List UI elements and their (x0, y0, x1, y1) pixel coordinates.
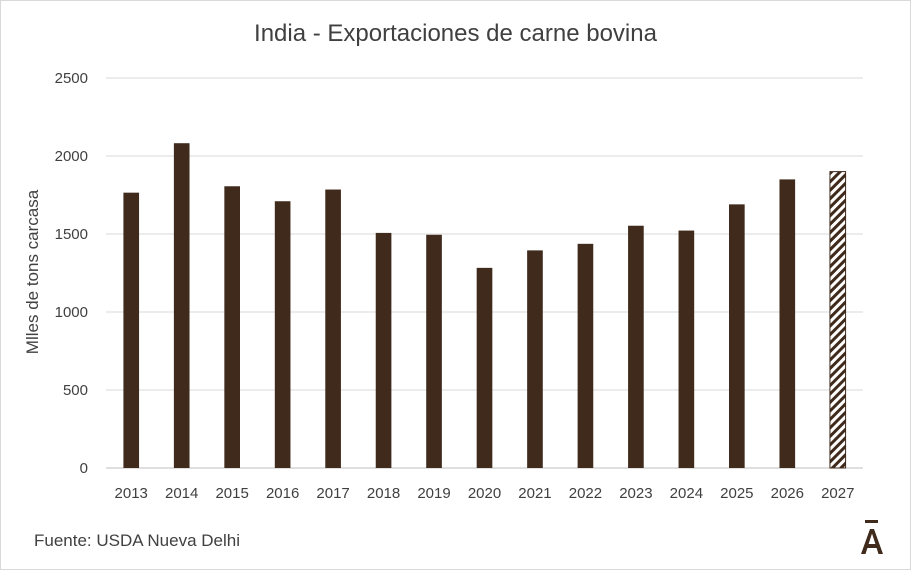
chart-title: India - Exportaciones de carne bovina (254, 20, 657, 47)
logo-letter-a (861, 529, 883, 554)
bar-2013 (123, 192, 140, 468)
y-tick-label: 500 (63, 382, 88, 399)
x-tick-label: 2017 (316, 485, 349, 502)
bar-2017 (325, 189, 341, 469)
y-tick-label: 0 (80, 460, 88, 477)
brand-logo (861, 520, 883, 554)
x-tick-label: 2023 (619, 485, 652, 502)
y-tick-labels: 0 500 1000 1500 2000 2500 (55, 70, 88, 477)
y-tick-label: 1000 (55, 304, 88, 321)
x-tick-label: 2014 (165, 485, 198, 502)
x-tick-label: 2016 (266, 485, 299, 502)
bar-2014 (173, 143, 190, 468)
logo-macron (865, 520, 878, 523)
bar-2023 (628, 225, 644, 468)
x-tick-label: 2019 (417, 485, 450, 502)
x-tick-label: 2026 (771, 485, 804, 502)
x-tick-label: 2024 (670, 485, 703, 502)
x-tick-label: 2015 (215, 485, 248, 502)
bar-2018 (375, 232, 392, 468)
bar-2024 (678, 230, 695, 468)
bar-2015 (224, 186, 240, 468)
bar-2019 (426, 234, 442, 468)
bar-2016 (274, 201, 291, 469)
bar-2021 (527, 250, 543, 468)
x-tick-label: 2018 (367, 485, 400, 502)
bar-2022 (577, 243, 594, 468)
bar-2025 (729, 204, 745, 469)
x-tick-labels: 2013 2014 2015 2016 2017 2018 2019 2020 2021 2022… (115, 485, 855, 502)
bars (123, 143, 847, 469)
source-note: Fuente: USDA Nueva Delhi (34, 531, 240, 550)
x-tick-label: 2025 (720, 485, 753, 502)
y-tick-label: 2500 (55, 70, 88, 87)
x-tick-label: 2027 (821, 485, 854, 502)
x-tick-label: 2021 (518, 485, 551, 502)
x-tick-label: 2022 (569, 485, 602, 502)
x-tick-label: 2013 (115, 485, 148, 502)
bar-2026 (779, 179, 796, 468)
x-tick-label: 2020 (468, 485, 501, 502)
y-tick-label: 2000 (55, 148, 88, 165)
bar-2027 (829, 171, 847, 469)
y-tick-label: 1500 (55, 226, 88, 243)
bar-2020 (476, 267, 493, 468)
